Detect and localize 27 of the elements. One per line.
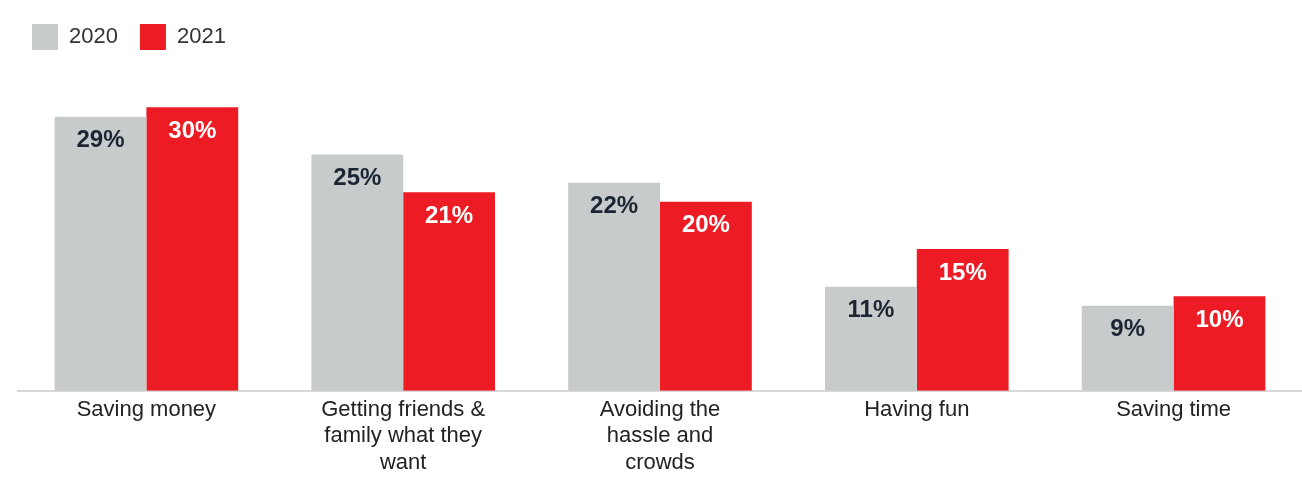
bar bbox=[54, 116, 147, 391]
bar bbox=[916, 249, 1009, 391]
x-tick-label: Saving money bbox=[76, 396, 217, 422]
legend-label: 2020 bbox=[69, 23, 118, 49]
data-label: 11% bbox=[847, 295, 895, 323]
bar bbox=[660, 201, 752, 391]
x-tick-label: Saving time bbox=[1116, 396, 1232, 422]
x-tick-label: Having fun bbox=[864, 396, 970, 422]
data-label: 25% bbox=[333, 163, 382, 191]
data-label: 15% bbox=[938, 257, 987, 285]
bar bbox=[311, 154, 404, 391]
data-label: 20% bbox=[681, 210, 730, 238]
bar bbox=[1081, 305, 1174, 391]
bar bbox=[1173, 296, 1266, 391]
bar bbox=[568, 182, 660, 391]
data-label: 30% bbox=[168, 115, 217, 143]
data-label: 10% bbox=[1195, 304, 1244, 332]
data-label: 21% bbox=[425, 200, 474, 228]
x-tick-label: Avoiding the hassle and crowds bbox=[599, 396, 721, 474]
data-label: 9% bbox=[1110, 314, 1146, 342]
bar bbox=[824, 286, 917, 391]
bar bbox=[403, 192, 496, 391]
bar bbox=[146, 107, 239, 391]
data-label: 22% bbox=[590, 191, 639, 219]
x-tick-label: Getting friends & family what they want bbox=[321, 396, 486, 474]
legend-label: 2021 bbox=[176, 23, 226, 49]
data-label: 29% bbox=[76, 125, 125, 153]
